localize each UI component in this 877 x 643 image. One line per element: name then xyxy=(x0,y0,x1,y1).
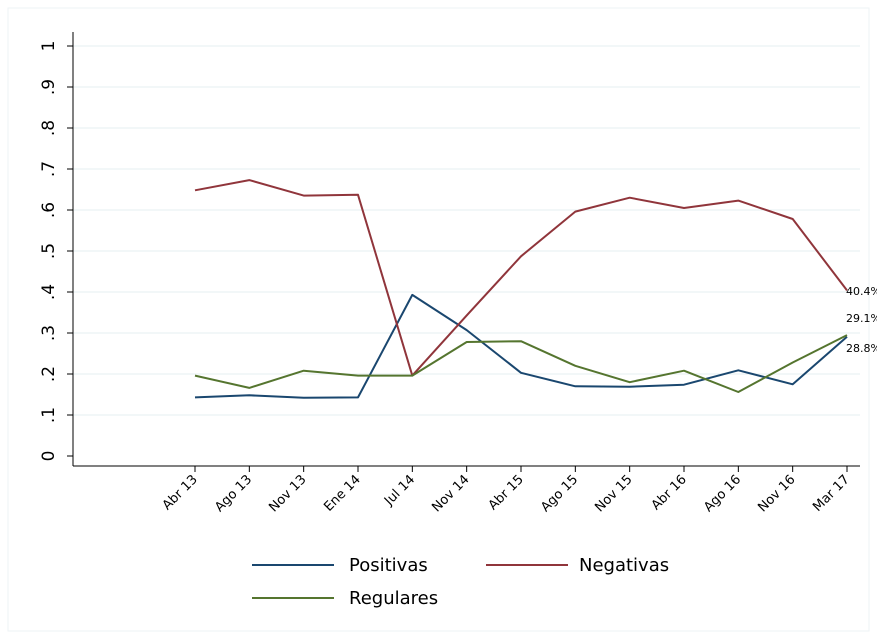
legend-label-negativas: Negativas xyxy=(579,555,669,576)
legend-label-regulares: Regulares xyxy=(349,588,438,609)
series-lines xyxy=(194,179,848,399)
y-tick-label: .2 xyxy=(39,366,59,382)
series-line-regulares xyxy=(194,334,848,393)
y-tick-label: .4 xyxy=(39,284,59,300)
end-label-negativas: 40.4% xyxy=(846,285,877,298)
gridlines xyxy=(73,45,860,416)
series-line-positivas xyxy=(194,293,848,399)
legend: Positivas Negativas Regulares xyxy=(252,555,669,609)
end-labels: 40.4% 29.1% 28.8% xyxy=(846,285,877,355)
y-tick-label: .3 xyxy=(39,325,59,341)
end-label-positivas: 29.1% xyxy=(846,312,877,325)
y-tick-label: .6 xyxy=(39,202,59,218)
end-label-regulares: 28.8% xyxy=(846,342,877,355)
y-tick-label: .9 xyxy=(39,79,59,95)
legend-label-positivas: Positivas xyxy=(349,555,428,576)
y-tick-label: .5 xyxy=(39,243,59,259)
y-tick-label: 0 xyxy=(39,451,59,462)
series-line-negativas xyxy=(194,179,848,377)
y-tick-label: .7 xyxy=(39,161,59,177)
chart-frame xyxy=(7,7,870,632)
y-tick-label: 1 xyxy=(39,41,59,52)
y-tick-label: .8 xyxy=(39,120,59,136)
y-tick-label: .1 xyxy=(39,407,59,423)
